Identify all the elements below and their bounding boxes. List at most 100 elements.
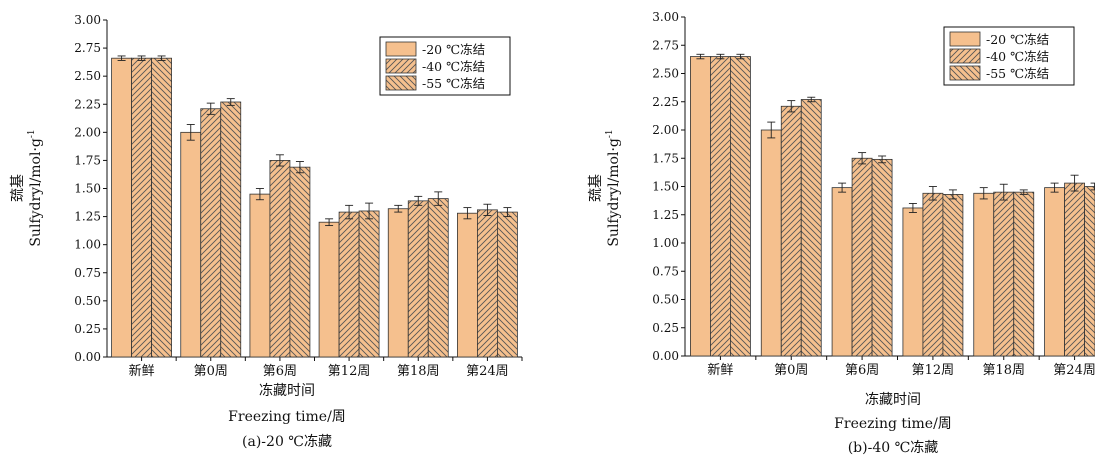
y-tick-label: 0.25: [652, 321, 679, 335]
legend-swatch: [949, 65, 981, 81]
bar: [1013, 191, 1035, 357]
bar: [1084, 186, 1095, 357]
caption: (a)-20 ℃冻藏: [242, 433, 332, 450]
x-tick-label: 第24周: [1053, 363, 1095, 378]
bar: [780, 105, 802, 357]
y-tick-label: 0.75: [74, 266, 101, 280]
y-tick-label: 1.75: [74, 153, 101, 167]
bar: [220, 101, 242, 358]
y-tick-label: 2.75: [652, 38, 679, 52]
x-tick-label: 第24周: [466, 364, 509, 379]
x-tick-label: 第18周: [982, 363, 1025, 378]
bar: [200, 108, 222, 358]
caption: (b)-40 ℃冻藏: [848, 439, 939, 456]
x-tick-label: 第18周: [397, 364, 440, 379]
y-tick-label: 1.75: [652, 151, 679, 165]
bar: [131, 57, 152, 358]
legend-swatch: [949, 31, 981, 47]
bar: [902, 207, 924, 357]
bar: [710, 56, 731, 357]
x-tick-label: 第6周: [263, 364, 297, 379]
y-tick-label: 0.00: [74, 350, 101, 364]
x-axis-title: Freezing time/周: [834, 416, 952, 432]
bar: [249, 193, 271, 358]
bar: [289, 166, 311, 358]
legend-swatch: [385, 58, 417, 74]
bar: [851, 157, 873, 357]
bar: [151, 57, 172, 358]
bar: [180, 131, 202, 358]
bar: [477, 209, 498, 358]
legend: -20 ℃冻结 -40 ℃冻结 -55 ℃冻结: [379, 36, 511, 96]
bar: [427, 198, 449, 358]
chart-panel-a: 巯基 Sulfydryl/mol·g-1 冻藏时间 Freezing time/…: [9, 13, 523, 450]
bar: [871, 158, 893, 357]
bar: [831, 187, 853, 357]
bar: [690, 56, 711, 357]
x-tick-label: 第0周: [774, 363, 808, 378]
y-tick-label: 1.25: [74, 210, 101, 224]
bar: [497, 211, 518, 358]
bar: [800, 99, 822, 357]
bar: [760, 129, 782, 357]
x-tick-label: 第12周: [912, 363, 955, 378]
x-tick-label: 第12周: [328, 364, 371, 379]
bar: [973, 192, 995, 357]
y-tick-label: 1.00: [652, 236, 679, 250]
bar: [922, 192, 944, 357]
bar: [269, 160, 291, 358]
y-tick-label: 2.25: [652, 95, 679, 109]
y-tick-label: 1.50: [652, 180, 679, 194]
bar: [387, 208, 409, 358]
legend-label: -20 ℃冻结: [986, 32, 1049, 47]
legend-swatch: [949, 48, 981, 64]
x-tick-label: 第0周: [194, 364, 228, 379]
y-tick-label: 0.50: [74, 294, 101, 308]
x-axis-title-cn: 冻藏时间: [259, 382, 315, 399]
legend: -20 ℃冻结 -40 ℃冻结 -55 ℃冻结: [943, 26, 1075, 86]
y-axis-title-cn: 巯基: [587, 174, 604, 202]
bar: [730, 56, 751, 357]
x-tick-label: 新鲜: [707, 362, 733, 378]
legend-label: -40 ℃冻结: [422, 59, 485, 74]
x-axis-title: Freezing time/周: [228, 409, 346, 425]
bar: [111, 57, 132, 358]
bar: [457, 212, 478, 358]
legend-label: -40 ℃冻结: [986, 49, 1049, 64]
bar: [993, 191, 1015, 357]
bar: [942, 194, 964, 357]
legend-swatch: [385, 75, 417, 91]
y-tick-label: 1.50: [74, 182, 101, 196]
y-tick-label: 2.25: [74, 97, 101, 111]
x-tick-label: 第6周: [845, 363, 879, 378]
y-tick-label: 2.50: [652, 67, 679, 81]
bar: [1064, 182, 1085, 357]
legend-label: -55 ℃冻结: [986, 66, 1049, 81]
y-tick-label: 0.00: [652, 349, 679, 363]
y-tick-label: 3.00: [74, 13, 101, 27]
bar: [1044, 187, 1065, 357]
legend-label: -20 ℃冻结: [422, 42, 485, 57]
legend-swatch: [385, 41, 417, 57]
bar: [318, 221, 340, 358]
y-tick-label: 3.00: [652, 10, 679, 24]
y-tick-label: 0.25: [74, 322, 101, 336]
y-tick-label: 2.00: [652, 123, 679, 137]
y-tick-label: 2.00: [74, 125, 101, 139]
bar: [407, 200, 429, 358]
y-axis-title: Sulfydryl/mol·g-1: [605, 129, 622, 246]
y-tick-label: 2.50: [74, 69, 101, 83]
y-tick-label: 1.25: [652, 208, 679, 222]
bar: [338, 211, 360, 358]
y-tick-label: 1.00: [74, 238, 101, 252]
legend-label: -55 ℃冻结: [422, 76, 485, 91]
bar: [358, 210, 380, 358]
y-tick-label: 0.50: [652, 293, 679, 307]
x-axis-title-cn: 冻藏时间: [865, 391, 921, 408]
chart-panel-b: 巯基 Sulfydryl/mol·g-1 冻藏时间 Freezing time/…: [587, 10, 1095, 456]
x-tick-label: 新鲜: [129, 363, 155, 379]
y-tick-label: 2.75: [74, 41, 101, 55]
y-axis-title-cn: 巯基: [9, 174, 26, 202]
y-axis-title: Sulfydryl/mol·g-1: [27, 129, 44, 246]
